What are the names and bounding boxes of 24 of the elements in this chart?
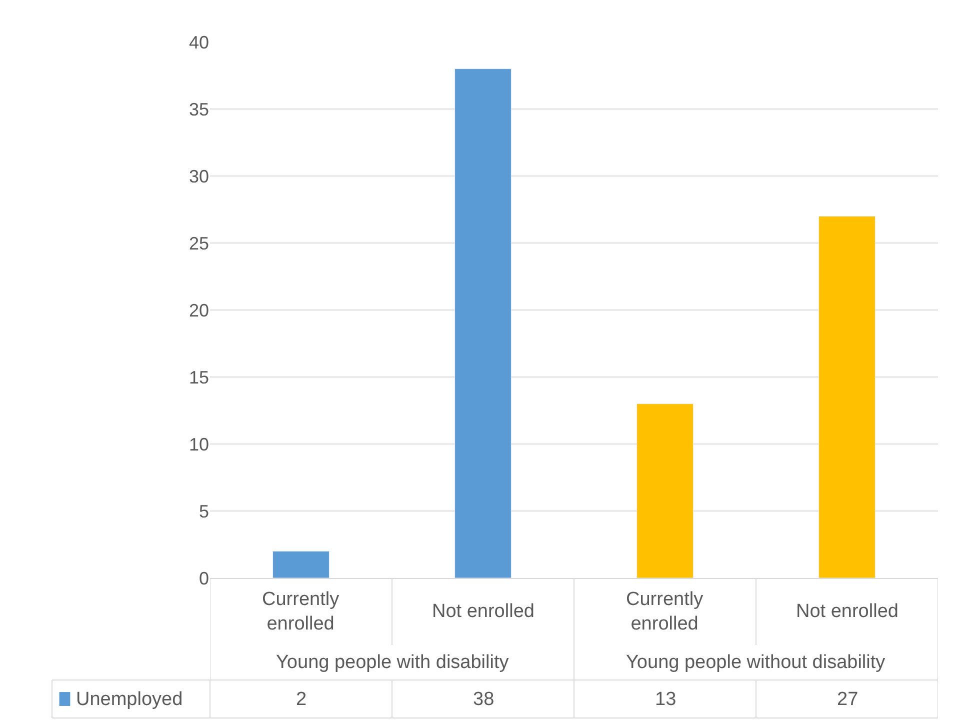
- x-tick-label: Currently enrolled: [262, 589, 340, 635]
- data-label: 38: [473, 689, 494, 710]
- y-tick-label: 15: [188, 367, 209, 388]
- bar: [454, 68, 512, 578]
- bar: [818, 216, 876, 578]
- data-label: 13: [655, 689, 676, 710]
- y-tick-label: 10: [188, 434, 209, 454]
- bar: [272, 550, 330, 578]
- x-tick-label: Currently enrolled: [626, 589, 704, 635]
- y-tick-label: 25: [188, 233, 209, 254]
- legend-label: Unemployed: [76, 689, 183, 710]
- y-tick-label: 40: [188, 32, 209, 52]
- y-tick-label: 5: [198, 501, 209, 522]
- y-tick-label: 0: [198, 568, 209, 588]
- y-tick-label: 30: [188, 166, 209, 186]
- x-tick-label: Not enrolled: [796, 601, 898, 622]
- bar: [636, 404, 694, 578]
- text: Young people without disability: [626, 652, 886, 673]
- y-tick-label: 20: [188, 300, 209, 320]
- data-label: 2: [296, 689, 307, 710]
- y-tick-label: 35: [188, 99, 209, 120]
- text: Young people with disability: [276, 652, 510, 673]
- data-label: 27: [837, 689, 858, 710]
- x-tick-label: Not enrolled: [432, 601, 534, 622]
